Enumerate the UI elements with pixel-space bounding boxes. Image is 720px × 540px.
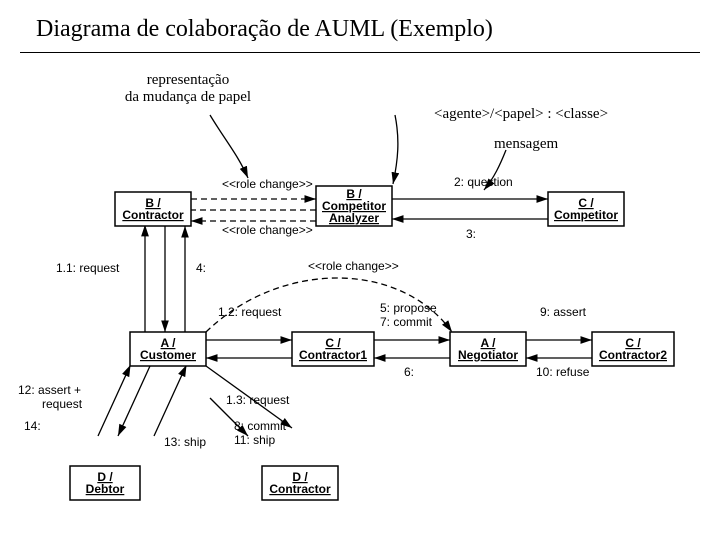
- node-label-b_comp_an-2: Analyzer: [329, 211, 379, 225]
- edge-label-m57a: 5: propose: [380, 301, 437, 315]
- edge-label-m57b: 7: commit: [380, 315, 433, 329]
- edge-label-m13: 13: ship: [164, 435, 206, 449]
- node-label-c_competitor-1: Competitor: [554, 208, 618, 222]
- edge-label-rc3: <<role change>>: [222, 223, 313, 237]
- edge-label-rc4: <<role change>>: [308, 259, 399, 273]
- callout-arrow: [210, 115, 248, 178]
- edge-label-m811a: 8: commit: [234, 419, 287, 433]
- node-label-b_contractor-1: Contractor: [122, 208, 184, 222]
- edge-label-r13: 1.3: request: [226, 393, 290, 407]
- node-label-d_debtor-1: Debtor: [86, 482, 125, 496]
- collab-diagram: <<role change>> <<role change>> 2: questio…: [0, 0, 720, 540]
- edge-label-m4: 4:: [196, 261, 206, 275]
- edge-label-m6: 6:: [404, 365, 414, 379]
- edge-label-m10: 10: refuse: [536, 365, 590, 379]
- edge-label-q2b: 3:: [466, 227, 476, 241]
- node-label-c_contr1-1: Contractor1: [299, 348, 367, 362]
- edge-label-q2a: 2: question: [454, 175, 513, 189]
- edge-label-m12a: 12: assert +: [18, 383, 81, 397]
- node-label-a_negotiator-1: Negotiator: [458, 348, 518, 362]
- node-label-d_contractor-1: Contractor: [269, 482, 331, 496]
- edge-label-m9: 9: assert: [540, 305, 587, 319]
- edge-m13: [154, 366, 186, 436]
- edge-label-r11a: 1.1: request: [56, 261, 120, 275]
- edge-label-r12a: 1.2: request: [218, 305, 282, 319]
- node-label-c_contr2-1: Contractor2: [599, 348, 667, 362]
- edge-label-m811b: 11: ship: [234, 433, 275, 447]
- edge-label-m14: 14:: [24, 419, 41, 433]
- node-label-a_customer-1: Customer: [140, 348, 196, 362]
- edge-label-rc1: <<role change>>: [222, 177, 313, 191]
- edge-m12a: [98, 366, 130, 436]
- callout-arrow: [393, 115, 398, 184]
- edge-label-m12b: request: [42, 397, 83, 411]
- edge-m12c: [118, 366, 150, 436]
